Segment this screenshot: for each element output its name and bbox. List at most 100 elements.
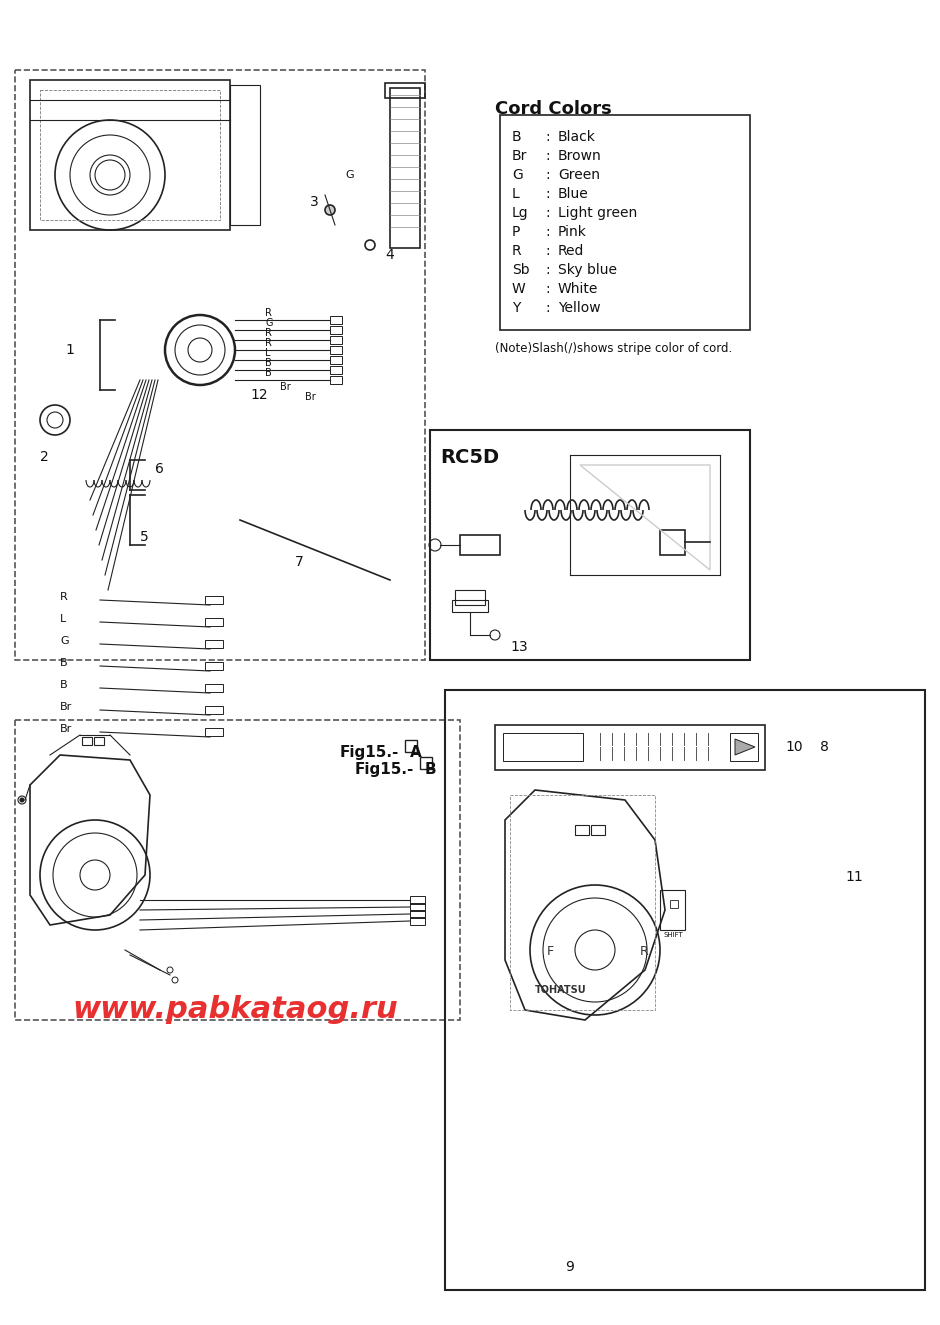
Text: 4: 4 [385, 248, 394, 262]
Bar [205, 684, 223, 692]
Text: 12: 12 [250, 388, 268, 401]
Bar [660, 530, 685, 555]
Text: Blue: Blue [558, 187, 588, 201]
Text: 5: 5 [140, 530, 149, 545]
Text: :: : [545, 262, 550, 277]
Text: 10: 10 [785, 739, 803, 754]
Bar [430, 431, 750, 660]
Text: A: A [410, 745, 422, 761]
Text: W: W [512, 282, 525, 295]
Text: 9: 9 [565, 1260, 574, 1275]
Bar [410, 904, 425, 912]
Bar [330, 326, 342, 334]
Text: R: R [512, 244, 522, 258]
Bar [410, 896, 425, 904]
Bar [410, 910, 425, 918]
Bar [591, 825, 605, 835]
Text: SHIFT: SHIFT [663, 931, 682, 938]
Text: R: R [640, 945, 649, 958]
Text: 11: 11 [845, 871, 863, 884]
Bar [405, 739, 417, 753]
Text: R: R [265, 307, 272, 318]
Text: L: L [60, 613, 66, 624]
Bar [205, 617, 223, 625]
Bar [730, 733, 758, 761]
Bar [460, 535, 500, 555]
Bar [205, 727, 223, 735]
Bar [420, 757, 432, 768]
Text: (Note)Slash(/)shows stripe color of cord.: (Note)Slash(/)shows stripe color of cord… [495, 342, 732, 355]
Text: :: : [545, 187, 550, 201]
Polygon shape [735, 739, 755, 755]
Bar [445, 690, 925, 1291]
Bar [330, 366, 342, 374]
Text: G: G [345, 170, 353, 180]
Text: Br: Br [280, 382, 290, 392]
Text: R: R [265, 329, 272, 338]
Bar [670, 900, 678, 908]
Bar [410, 917, 425, 925]
Bar [15, 719, 460, 1020]
Bar [205, 640, 223, 648]
Text: :: : [545, 148, 550, 163]
Text: Br: Br [60, 723, 72, 734]
Text: Cord Colors: Cord Colors [495, 99, 612, 118]
Bar [330, 315, 342, 325]
Bar [94, 737, 104, 745]
Bar [495, 725, 765, 770]
Bar [30, 80, 230, 231]
Text: :: : [545, 301, 550, 315]
Bar [660, 890, 685, 930]
Bar [452, 600, 488, 612]
Text: :: : [545, 244, 550, 258]
Text: B: B [60, 659, 68, 668]
Text: P: P [512, 225, 521, 238]
Bar [390, 87, 420, 248]
Bar [230, 85, 260, 225]
Bar [385, 83, 425, 98]
Text: :: : [545, 168, 550, 182]
Text: R: R [60, 592, 68, 602]
Text: 6: 6 [155, 462, 164, 476]
Text: Sky blue: Sky blue [558, 262, 617, 277]
Bar [500, 115, 750, 330]
Text: Green: Green [558, 168, 600, 182]
Text: G: G [512, 168, 523, 182]
Circle shape [20, 798, 24, 802]
Bar [15, 70, 425, 660]
Text: :: : [545, 130, 550, 144]
Text: Black: Black [558, 130, 596, 144]
Bar [575, 825, 589, 835]
Text: White: White [558, 282, 599, 295]
Text: R: R [265, 338, 272, 348]
Text: 3: 3 [310, 195, 319, 209]
Text: 7: 7 [295, 555, 304, 568]
Bar [455, 590, 485, 606]
Bar [205, 662, 223, 670]
Text: G: G [265, 318, 273, 329]
Text: B: B [265, 358, 272, 368]
Text: B: B [265, 368, 272, 378]
Text: Lg: Lg [512, 205, 528, 220]
Text: 8: 8 [820, 739, 829, 754]
Text: Yellow: Yellow [558, 301, 601, 315]
Text: Pink: Pink [558, 225, 587, 238]
Text: Light green: Light green [558, 205, 637, 220]
Text: RC5D: RC5D [440, 448, 499, 466]
Text: Y: Y [512, 301, 521, 315]
Bar [40, 90, 220, 220]
Text: F: F [547, 945, 554, 958]
Text: B: B [60, 680, 68, 690]
Text: B: B [512, 130, 522, 144]
Text: Red: Red [558, 244, 585, 258]
Text: G: G [60, 636, 69, 647]
Text: Brown: Brown [558, 148, 602, 163]
Text: www.pabkataog.ru: www.pabkataog.ru [72, 995, 398, 1024]
Bar [510, 795, 655, 1010]
Text: 2: 2 [40, 451, 49, 464]
Text: Fig15.-: Fig15.- [355, 762, 415, 776]
Text: B: B [425, 762, 436, 776]
Bar [330, 346, 342, 354]
Bar [330, 376, 342, 384]
Text: L: L [265, 348, 271, 358]
